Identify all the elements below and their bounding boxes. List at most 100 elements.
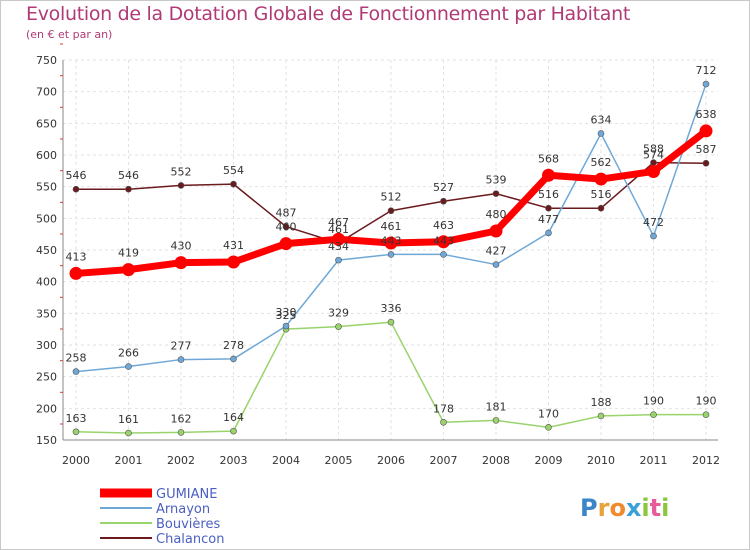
data-point [72,368,80,375]
logo-letter: r [598,494,610,522]
x-tick-label: 2007 [430,454,458,467]
logo-letter: x [626,494,642,522]
data-label: 278 [223,339,244,352]
logo-letter: i [661,494,669,522]
data-label: 554 [223,164,244,177]
data-point [387,251,395,258]
data-point [177,429,185,436]
data-label: 480 [486,208,507,221]
data-point [437,235,450,249]
legend-label: GUMIANE [156,487,217,502]
x-tick-label: 2005 [325,454,353,467]
data-label: 527 [433,181,454,194]
y-tick-label: 550 [36,181,57,194]
data-point [335,323,342,330]
data-point [702,159,710,167]
y-tick-label: 450 [36,244,57,257]
y-tick-label: 700 [36,86,57,99]
data-point [489,224,503,238]
data-point [279,237,293,251]
logo-letter: P [580,494,598,522]
legend-label: Arnayon [156,502,210,517]
data-label: 419 [118,247,139,260]
y-tick-label: 200 [36,402,57,415]
legend-label: Chalancon [156,532,224,547]
data-label: 430 [171,240,192,253]
y-tick-label: 350 [36,307,57,320]
logo-letter: i [641,494,649,522]
y-tick-label: 650 [36,117,57,130]
data-point [387,318,395,326]
data-point [72,185,80,193]
data-point [227,255,240,269]
logo-letter: o [609,494,626,522]
data-point [387,207,395,215]
data-point [545,204,552,212]
data-point [177,182,185,189]
logo-letter: t [650,494,661,522]
data-label: 539 [486,174,507,187]
y-tick-label: 150 [36,434,57,447]
data-label: 562 [591,156,612,169]
data-point [492,190,500,197]
data-label: 588 [643,143,664,156]
data-point [702,80,710,88]
data-label: 477 [538,213,559,226]
data-label: 461 [328,223,349,236]
data-label: 461 [381,220,402,233]
y-tick-label: 300 [36,339,57,352]
data-label: 434 [328,240,349,253]
data-label: 427 [486,245,507,258]
data-point [440,418,447,426]
x-tick-label: 2006 [377,454,405,467]
data-label: 277 [171,340,192,353]
data-label: 164 [223,411,244,424]
data-point [597,130,605,137]
y-tick-label: 400 [36,276,57,289]
data-label: 546 [66,169,87,182]
data-point [492,417,500,424]
data-label: 574 [643,148,664,161]
data-label: 634 [591,113,612,126]
data-point [594,172,608,186]
data-label: 329 [328,307,349,320]
chart-subtitle: (en € et par an) [26,28,113,41]
data-point [122,263,135,277]
x-tick-label: 2004 [272,454,300,467]
data-label: 546 [118,169,139,182]
x-tick-label: 2001 [115,454,143,467]
data-point [440,197,447,205]
data-label: 443 [433,234,454,247]
data-point [282,322,290,330]
data-point [647,164,660,178]
legend-label: Bouvières [156,517,220,532]
x-tick-label: 2010 [587,454,615,467]
data-point [230,180,237,188]
chart-title: Evolution de la Dotation Globale de Fonc… [26,3,631,25]
data-label: 170 [538,407,559,420]
data-point [282,223,290,230]
data-point [650,411,657,418]
x-tick-label: 2012 [692,454,720,467]
data-point [125,429,132,437]
data-point [597,412,605,420]
data-label: 587 [696,143,717,156]
data-label: 463 [433,219,454,232]
data-point [545,424,552,431]
data-point [384,236,398,250]
data-point [332,232,345,246]
data-label: 431 [223,239,244,252]
data-label: 330 [276,306,297,319]
data-point [177,356,185,363]
y-tick-label: 500 [36,212,57,225]
data-label: 413 [66,250,87,263]
data-point [69,266,83,280]
x-tick-label: 2002 [167,454,195,467]
data-label: 712 [696,64,717,77]
data-point [597,204,605,212]
data-point [545,229,552,237]
data-label: 178 [433,402,454,415]
data-point [492,261,500,268]
data-label: 472 [643,216,664,229]
